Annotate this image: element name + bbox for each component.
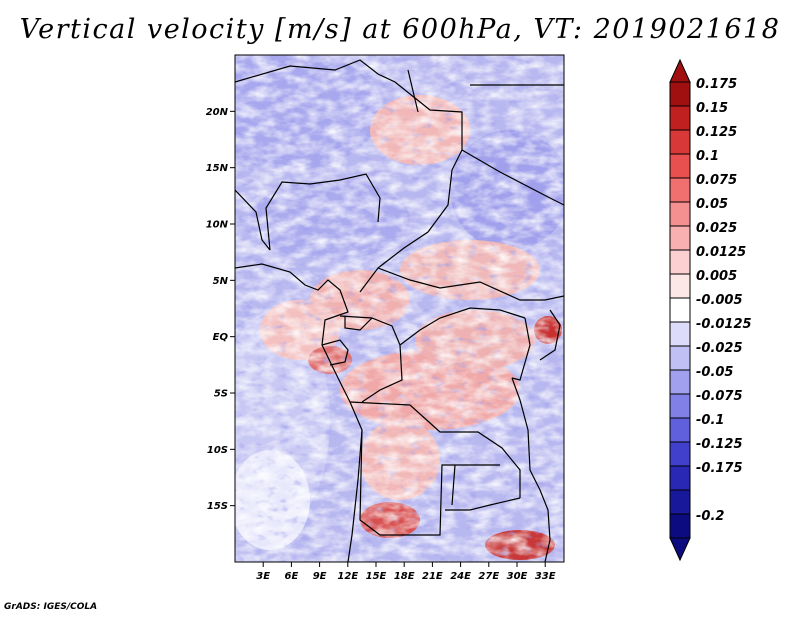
colorbar-label: -0.2 bbox=[696, 509, 724, 524]
colorbar-label: 0.15 bbox=[696, 101, 728, 116]
colorbar-label: 0.005 bbox=[696, 269, 737, 284]
lat-tick-label: EQ bbox=[213, 332, 229, 343]
colorbar-swatch bbox=[669, 345, 691, 371]
colorbar-label: 0.0125 bbox=[696, 245, 746, 260]
lon-tick-label: 9E bbox=[313, 571, 327, 582]
colorbar-top-arrow bbox=[669, 58, 691, 83]
latitude-ticks: 20N 15N 10N 5N EQ 5S 10S 15S bbox=[206, 107, 235, 512]
colorbar-swatch bbox=[669, 129, 691, 155]
colorbar-swatch bbox=[669, 417, 691, 443]
colorbar-swatch bbox=[669, 489, 691, 515]
lon-tick-label: 15E bbox=[366, 571, 387, 582]
colorbar-label: -0.025 bbox=[696, 341, 743, 356]
colorbar-label: 0.125 bbox=[696, 125, 737, 140]
colorbar-label: -0.005 bbox=[696, 293, 743, 308]
colorbar-swatch bbox=[669, 393, 691, 419]
colorbar-label: 0.05 bbox=[696, 197, 728, 212]
colorbar-swatch bbox=[669, 249, 691, 275]
colorbar-swatch bbox=[669, 321, 691, 347]
chart-title: Vertical velocity [m/s] at 600hPa, VT: 2… bbox=[19, 14, 781, 45]
lon-tick-label: 6E bbox=[285, 571, 299, 582]
colorbar-label: -0.075 bbox=[696, 389, 743, 404]
lat-tick-label: 5N bbox=[213, 276, 229, 287]
colorbar-swatch bbox=[669, 465, 691, 491]
colorbar-label: 0.075 bbox=[696, 173, 737, 188]
colorbar-bottom-arrow bbox=[669, 537, 691, 562]
colorbar-swatch bbox=[669, 153, 691, 179]
colorbar-swatch bbox=[669, 513, 691, 539]
colorbar-label: 0.175 bbox=[696, 77, 737, 92]
colorbar-swatch bbox=[669, 441, 691, 467]
lat-tick-label: 15S bbox=[207, 501, 228, 512]
colorbar: 0.175 0.15 0.125 0.1 0.075 0.05 0.025 0.0125 0.0… bbox=[669, 58, 752, 562]
lat-tick-label: 10S bbox=[207, 445, 228, 456]
colorbar-swatch bbox=[669, 369, 691, 395]
lon-tick-label: 12E bbox=[337, 571, 358, 582]
colorbar-label: -0.175 bbox=[696, 461, 743, 476]
colorbar-label: 0.025 bbox=[696, 221, 737, 236]
colorbar-swatch bbox=[669, 273, 691, 299]
colorbar-label: -0.0125 bbox=[696, 317, 752, 332]
lon-tick-label: 21E bbox=[422, 571, 443, 582]
longitude-ticks: 3E 6E 9E 12E 15E 18E 21E 24E 27E 30E 33E bbox=[256, 562, 556, 582]
lon-tick-label: 24E bbox=[450, 571, 471, 582]
velocity-field bbox=[235, 55, 564, 562]
map-frame bbox=[234, 54, 565, 563]
lat-tick-label: 5S bbox=[214, 389, 228, 400]
lon-tick-label: 30E bbox=[507, 571, 528, 582]
lon-tick-label: 27E bbox=[478, 571, 499, 582]
colorbar-swatch bbox=[669, 177, 691, 203]
country-borders bbox=[235, 59, 564, 562]
lat-tick-label: 10N bbox=[206, 220, 229, 231]
colorbar-label: -0.125 bbox=[696, 437, 743, 452]
lon-tick-label: 18E bbox=[394, 571, 415, 582]
lon-tick-label: 3E bbox=[256, 571, 270, 582]
colorbar-swatch bbox=[669, 297, 691, 323]
colorbar-label: 0.1 bbox=[696, 149, 719, 164]
colorbar-swatch bbox=[669, 225, 691, 251]
lat-tick-label: 20N bbox=[206, 107, 229, 118]
colorbar-swatch bbox=[669, 81, 691, 107]
lon-tick-label: 33E bbox=[535, 571, 556, 582]
grads-credit: GrADS: IGES/COLA bbox=[4, 602, 98, 612]
colorbar-label: -0.05 bbox=[696, 365, 733, 380]
colorbar-swatch bbox=[669, 105, 691, 131]
colorbar-swatch bbox=[669, 201, 691, 227]
colorbar-label: -0.1 bbox=[696, 413, 724, 428]
lat-tick-label: 15N bbox=[206, 163, 229, 174]
